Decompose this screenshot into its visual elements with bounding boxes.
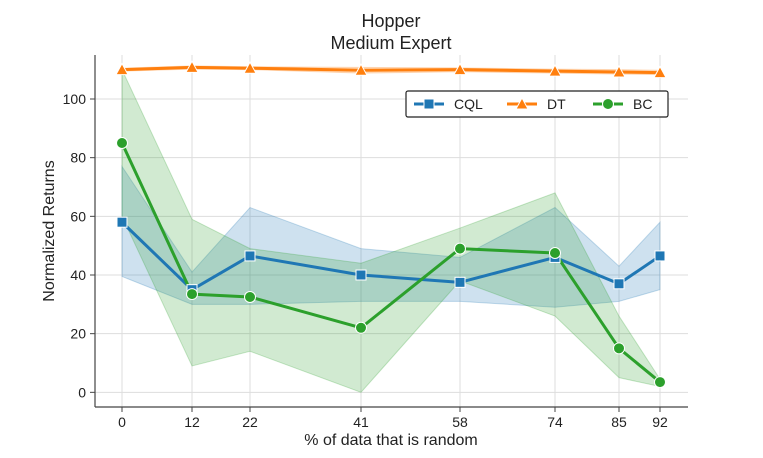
x-tick-label: 85: [611, 414, 627, 430]
y-tick-label: 80: [70, 150, 86, 166]
cql-data-point: [355, 269, 367, 281]
bc-data-point: [186, 288, 198, 301]
bc-data-point: [454, 242, 466, 255]
legend: CQL DT BC: [405, 90, 669, 118]
legend-label-bc: BC: [633, 96, 652, 112]
x-tick-label: 74: [547, 414, 563, 430]
x-tick-label: 92: [652, 414, 668, 430]
chart-title-line-1: Hopper: [361, 11, 420, 31]
x-tick-label: 58: [452, 414, 468, 430]
bc-data-point: [116, 137, 128, 149]
x-tick-label: 12: [184, 414, 200, 430]
y-tick-label: 0: [78, 384, 86, 400]
cql-data-point: [454, 276, 466, 288]
y-axis-label: Normalized Returns: [41, 160, 58, 301]
series-markers: [115, 60, 667, 389]
cql-data-point: [244, 250, 256, 262]
cql-series-line: [120, 220, 662, 292]
legend-marker-dt: [515, 96, 529, 110]
cql-data-point: [613, 278, 625, 290]
bc-data-point: [244, 291, 256, 303]
bc-data-point: [355, 321, 367, 334]
bc-data-point: [654, 376, 666, 389]
x-ticks: 0 12 22 41 58 74 85 92: [118, 407, 668, 430]
x-tick-label: 0: [118, 414, 126, 430]
x-axis-label: % of data that is random: [304, 432, 477, 449]
chart-title-line-2: Medium Expert: [330, 33, 451, 53]
dt-series-line: [120, 65, 662, 75]
legend-label-cql: CQL: [454, 96, 483, 112]
legend-marker-cql: [423, 98, 435, 110]
dt-data-point: [243, 61, 257, 74]
cql-confidence-band: [121, 164, 661, 308]
y-ticks: 0 20 40 60 80 100: [63, 91, 95, 400]
dt-data-point: [354, 63, 368, 76]
bc-series-line: [120, 141, 662, 384]
legend-label-dt: DT: [547, 96, 566, 112]
dt-data-point: [653, 65, 667, 79]
series-lines: [120, 65, 662, 384]
legend-marker-bc: [602, 98, 614, 110]
dt-data-point: [115, 62, 129, 76]
bc-data-point: [613, 342, 625, 355]
y-tick-label: 60: [70, 208, 86, 224]
cql-data-point: [654, 250, 666, 262]
y-tick-label: 20: [70, 326, 86, 342]
y-tick-label: 100: [63, 91, 87, 107]
dt-data-point: [453, 62, 467, 76]
dt-data-point: [612, 64, 626, 78]
x-tick-label: 41: [353, 414, 369, 430]
cql-data-point: [116, 216, 128, 228]
dt-data-point: [548, 64, 562, 77]
y-tick-label: 40: [70, 267, 86, 283]
dt-data-point: [185, 60, 199, 73]
bc-data-point: [549, 247, 561, 259]
x-tick-label: 22: [242, 414, 258, 430]
